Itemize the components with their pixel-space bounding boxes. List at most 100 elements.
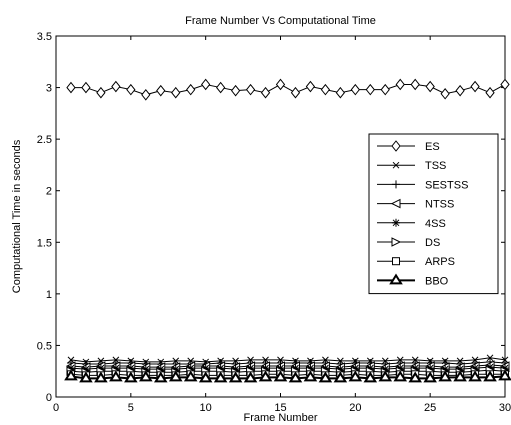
data-point	[79, 371, 93, 383]
data-point	[141, 365, 150, 374]
data-point	[305, 80, 316, 93]
data-point	[230, 84, 241, 97]
data-point	[501, 364, 509, 373]
legend-label: ES	[425, 141, 440, 153]
data-point	[171, 365, 180, 374]
data-point	[392, 257, 400, 266]
data-point	[275, 78, 286, 91]
data-point	[486, 354, 494, 362]
data-point	[380, 83, 390, 96]
data-point	[94, 371, 108, 383]
data-point	[306, 364, 315, 373]
data-point	[486, 363, 495, 372]
data-point	[258, 370, 273, 382]
data-point	[320, 83, 331, 96]
data-point	[318, 371, 333, 383]
data-point	[291, 364, 300, 373]
data-point	[440, 87, 450, 100]
data-point	[153, 371, 168, 383]
series-line	[70, 375, 506, 380]
data-point	[171, 86, 181, 99]
data-point	[423, 371, 437, 383]
x-axis-label: Frame Number	[244, 412, 318, 424]
chart-title: Frame Number Vs Computational Time	[185, 15, 376, 27]
data-point	[126, 83, 136, 96]
data-point	[245, 83, 256, 96]
data-point	[453, 370, 467, 382]
data-point	[408, 371, 423, 383]
data-point	[156, 365, 165, 374]
data-point	[228, 371, 243, 383]
data-point	[201, 78, 211, 91]
x-tick-label: 30	[499, 402, 511, 414]
data-point	[441, 365, 450, 374]
data-point	[392, 161, 400, 169]
y-tick-label: 0	[46, 392, 52, 404]
legend-label: NTSS	[425, 199, 454, 211]
y-tick-label: 1	[46, 289, 52, 301]
legend-label: TSS	[425, 160, 446, 172]
data-point	[231, 365, 240, 374]
data-point	[426, 364, 435, 373]
data-point	[141, 88, 151, 101]
data-point	[348, 370, 363, 382]
data-point	[201, 364, 210, 373]
data-point	[216, 364, 225, 373]
data-point	[366, 364, 375, 373]
legend: ES TSS SESTSS NTSS 4SS DS ARPS BBO	[368, 133, 499, 295]
legend-entry: TSS	[377, 160, 446, 172]
data-point	[389, 273, 403, 285]
data-point	[468, 370, 482, 382]
data-point	[260, 86, 271, 99]
data-point	[109, 370, 123, 382]
data-point	[96, 86, 106, 99]
y-tick-label: 3.5	[37, 31, 52, 43]
data-point	[81, 365, 90, 374]
x-tick-label: 15	[274, 402, 286, 414]
y-tick-label: 2	[46, 186, 52, 198]
legend-label: BBO	[425, 275, 449, 287]
x-tick-label: 20	[349, 402, 361, 414]
data-point	[81, 81, 91, 94]
legend-label: DS	[425, 237, 440, 249]
x-tick-label: 0	[53, 402, 59, 414]
data-point	[66, 364, 75, 373]
data-point	[396, 364, 405, 373]
data-point	[498, 369, 511, 381]
data-point	[66, 81, 76, 94]
data-point	[138, 370, 153, 382]
data-point	[186, 83, 196, 96]
legend-entry: BBO	[377, 273, 449, 287]
data-point	[215, 81, 226, 94]
data-point	[395, 78, 405, 91]
data-point	[438, 370, 452, 382]
data-point	[96, 364, 105, 373]
series-line	[70, 373, 505, 376]
series-bbo	[64, 369, 511, 383]
data-point	[168, 370, 183, 382]
data-point	[124, 371, 138, 383]
data-point	[111, 80, 121, 93]
legend-entry: NTSS	[377, 199, 454, 211]
data-point	[391, 140, 401, 152]
y-tick-label: 3	[46, 83, 52, 95]
y-tick-label: 0.5	[37, 340, 52, 352]
legend-label: SESTSS	[425, 179, 468, 191]
series-es	[66, 78, 510, 101]
data-point	[273, 370, 288, 382]
data-point	[243, 371, 258, 383]
y-axis-label: Computational Time in seconds	[11, 139, 23, 293]
plot-area: 0 5 10 15 20 25 30 0 0.5 1 1.5 2 2.5 3 3.5	[37, 31, 511, 414]
series-line	[70, 366, 506, 370]
legend-label: ARPS	[425, 256, 455, 268]
data-point	[485, 86, 495, 99]
data-point	[198, 371, 213, 383]
data-point	[186, 364, 195, 373]
data-point	[126, 364, 135, 373]
data-point	[456, 365, 465, 374]
data-point	[363, 371, 378, 383]
legend-box	[368, 133, 499, 295]
data-point	[392, 180, 400, 189]
data-point	[213, 371, 228, 383]
data-point	[471, 364, 480, 373]
